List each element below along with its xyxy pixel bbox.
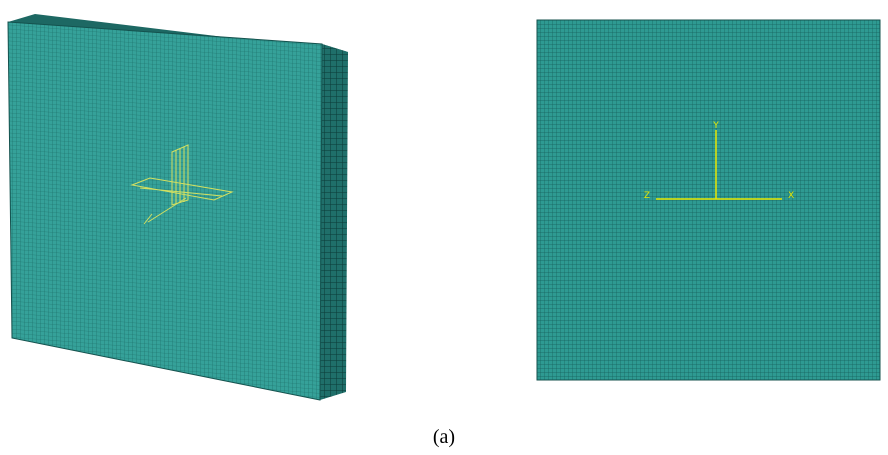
isometric-mesh — [8, 14, 348, 400]
side-face — [320, 44, 348, 400]
x-axis-label: X — [788, 191, 794, 201]
y-axis-label: Y — [712, 121, 719, 131]
figure: Y X Z (a) — [0, 0, 888, 455]
front-view-mesh: Y X Z — [537, 20, 880, 380]
mesh-face — [537, 20, 880, 380]
z-axis-label: Z — [644, 191, 650, 201]
caption: (a) — [433, 426, 455, 448]
